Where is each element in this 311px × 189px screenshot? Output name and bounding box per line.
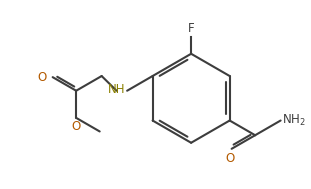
Text: O: O bbox=[38, 71, 47, 84]
Text: O: O bbox=[72, 120, 81, 133]
Text: NH$_2$: NH$_2$ bbox=[282, 113, 306, 128]
Text: F: F bbox=[188, 22, 194, 35]
Text: NH: NH bbox=[108, 84, 126, 96]
Text: O: O bbox=[226, 152, 235, 165]
